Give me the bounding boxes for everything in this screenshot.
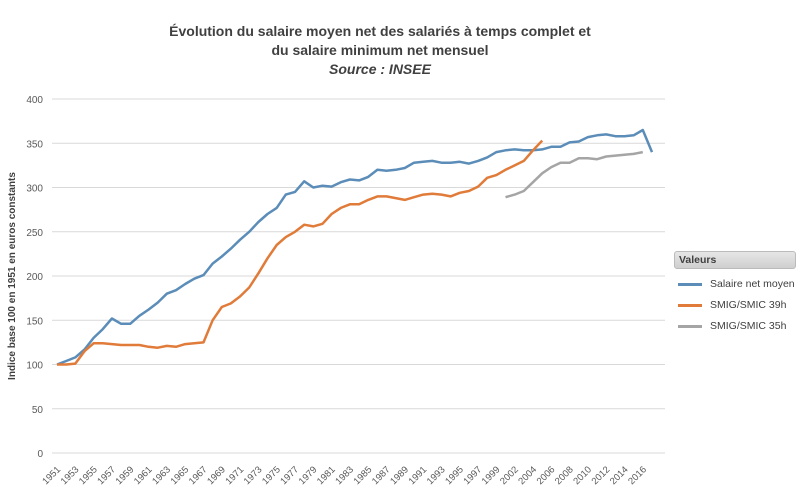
y-tick-label: 350 [26, 139, 43, 150]
x-tick-label: 2016 [626, 464, 649, 487]
x-tick-label: 1977 [278, 464, 301, 487]
x-tick-label: 1963 [150, 464, 173, 487]
x-tick-label: 1955 [77, 464, 100, 487]
x-tick-label: 1965 [169, 464, 192, 487]
x-tick-label: 2004 [516, 464, 539, 487]
chart-subtitle: Source : INSEE [329, 61, 431, 77]
x-tick-label: 1971 [223, 464, 246, 487]
chart-title: Évolution du salaire moyen net des salar… [150, 22, 610, 79]
x-tick-label: 1999 [480, 464, 503, 487]
x-tick-label: 1995 [443, 464, 466, 487]
x-tick-label: 1957 [95, 464, 118, 487]
legend: Valeurs Salaire net moyen SMIG/SMIC 39h SM… [674, 251, 796, 332]
legend-item[interactable]: SMIG/SMIC 35h [674, 320, 796, 332]
series-line-2 [505, 150, 644, 199]
x-tick-label: 1969 [205, 464, 228, 487]
x-tick-label: 1973 [242, 464, 265, 487]
y-tick-label: 200 [26, 272, 43, 283]
x-tick-label: 1961 [132, 464, 155, 487]
legend-swatch [678, 324, 702, 328]
y-tick-label: 150 [26, 316, 43, 327]
legend-label: SMIG/SMIC 39h [710, 299, 787, 311]
y-tick-label: 250 [26, 228, 43, 239]
series-line-1 [57, 139, 544, 366]
x-tick-label: 2010 [571, 464, 594, 487]
y-tick-label: 300 [26, 184, 43, 195]
x-tick-label: 1967 [187, 464, 210, 487]
y-tick-label: 100 [26, 361, 43, 372]
x-tick-label: 2014 [608, 464, 631, 487]
x-tick-label: 1979 [297, 464, 320, 487]
series-line-0 [56, 128, 654, 366]
legend-title[interactable]: Valeurs [674, 251, 796, 269]
x-tick-label: 1987 [370, 464, 393, 487]
x-tick-label: 1981 [315, 464, 338, 487]
x-tick-label: 2008 [553, 464, 576, 487]
y-tick-label: 0 [37, 449, 43, 460]
x-tick-label: 1997 [461, 464, 484, 487]
x-tick-label: 1985 [352, 464, 375, 487]
legend-swatch [678, 303, 702, 307]
x-tick-label: 1953 [59, 464, 82, 487]
legend-item[interactable]: Salaire net moyen [674, 278, 796, 290]
x-tick-label: 2012 [590, 464, 613, 487]
chart-title-line1: Évolution du salaire moyen net des salar… [169, 23, 591, 39]
x-tick-label: 1991 [407, 464, 430, 487]
chart-title-line2: du salaire minimum net mensuel [271, 42, 489, 58]
y-axis-label: Indice base 100 en 1951 en euros constan… [7, 172, 18, 380]
legend-label: SMIG/SMIC 35h [710, 320, 787, 332]
legend-item[interactable]: SMIG/SMIC 39h [674, 299, 796, 311]
x-tick-label: 1951 [40, 464, 63, 487]
x-tick-label: 1989 [388, 464, 411, 487]
legend-label: Salaire net moyen [710, 278, 795, 290]
x-tick-label: 1983 [333, 464, 356, 487]
x-tick-label: 1959 [114, 464, 137, 487]
y-tick-label: 50 [32, 405, 44, 416]
x-tick-label: 2006 [535, 464, 558, 487]
y-tick-label: 400 [26, 95, 43, 106]
x-tick-label: 1993 [425, 464, 448, 487]
x-tick-label: 1975 [260, 464, 283, 487]
legend-swatch [678, 282, 702, 286]
x-tick-label: 2002 [498, 464, 521, 487]
